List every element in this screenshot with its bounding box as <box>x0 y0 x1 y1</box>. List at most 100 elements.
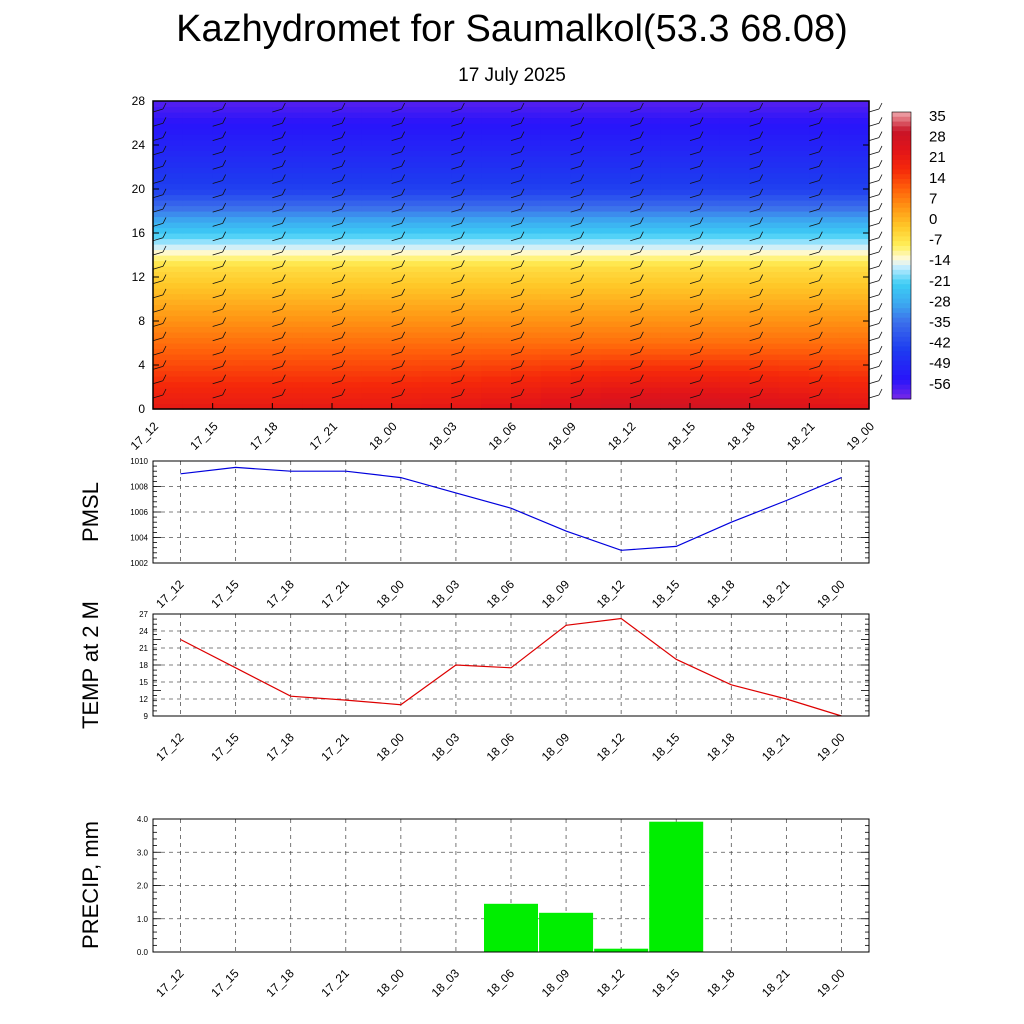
wind-barb <box>510 151 522 156</box>
heatmap-cell <box>570 244 602 251</box>
wind-barb <box>570 165 581 170</box>
heatmap-cell <box>451 172 482 179</box>
heatmap-cell <box>212 200 244 207</box>
xtick-label: 18_03 <box>429 577 463 611</box>
wind-barb-flag <box>162 331 167 338</box>
heatmap-cell <box>421 304 452 311</box>
heatmap-cell <box>182 139 214 146</box>
heatmap-cell <box>511 398 542 405</box>
heatmap-cell <box>540 106 572 113</box>
heatmap-xtick-label: 18_18 <box>724 419 758 453</box>
wind-barb-flag <box>401 245 406 253</box>
wind-barb-flag <box>222 117 227 124</box>
wind-barb <box>272 137 283 141</box>
heatmap-cell <box>660 392 691 399</box>
wind-barb <box>272 323 283 327</box>
heatmap-cell <box>749 211 781 218</box>
heatmap-cell <box>749 260 781 267</box>
wind-barb-flag <box>818 217 823 224</box>
wind-barb <box>809 208 820 213</box>
heatmap-cell <box>719 332 751 339</box>
wind-barb-flag <box>878 288 883 296</box>
heatmap-cell <box>540 145 572 152</box>
heatmap-cell <box>212 315 244 322</box>
heatmap-cell <box>540 139 572 146</box>
heatmap-cell <box>481 260 512 267</box>
heatmap-cell <box>272 282 303 289</box>
heatmap-cell <box>391 145 423 152</box>
heatmap-cell <box>182 150 214 157</box>
wind-barb <box>570 137 581 141</box>
heatmap-cell <box>809 112 840 119</box>
wind-barb <box>510 237 522 242</box>
wind-barb-flag <box>699 288 704 296</box>
heatmap-cell <box>570 167 602 174</box>
heatmap-cell <box>332 315 363 322</box>
wind-barb <box>570 237 581 242</box>
wind-barb-flag <box>341 102 346 110</box>
wind-barb <box>391 251 402 256</box>
heatmap-cell <box>690 211 721 218</box>
heatmap-cell <box>540 178 572 185</box>
heatmap-cell <box>332 398 363 405</box>
heatmap-cell <box>690 304 721 311</box>
heatmap-cell <box>630 172 661 179</box>
heatmap-cell <box>451 277 482 284</box>
heatmap-cell <box>779 310 810 317</box>
heatmap-cell <box>242 183 273 190</box>
heatmap-cell <box>809 101 840 108</box>
heatmap-cell <box>242 178 273 185</box>
heatmap-cell <box>421 150 452 157</box>
wind-barb <box>749 194 760 199</box>
heatmap-cell <box>690 244 721 251</box>
colorbar-segment <box>892 379 911 386</box>
heatmap-cell <box>242 398 273 405</box>
wind-barb-flag <box>281 217 286 224</box>
colorbar-segment <box>892 212 911 218</box>
heatmap-cell <box>421 387 452 394</box>
heatmap-cell <box>660 387 691 394</box>
wind-barb <box>570 108 581 113</box>
heatmap-cell <box>421 194 452 201</box>
heatmap-cell <box>302 161 333 168</box>
wind-barb-flag <box>878 360 883 367</box>
wind-barb <box>689 208 701 213</box>
wind-barb <box>689 194 701 199</box>
heatmap-cell <box>690 205 721 212</box>
heatmap-cell <box>361 211 393 218</box>
heatmap-cell <box>719 403 751 410</box>
heatmap-cell <box>212 255 244 262</box>
heatmap-cell <box>779 189 810 196</box>
wind-barb-flag <box>401 260 406 267</box>
wind-barb-flag <box>639 288 644 296</box>
heatmap-cell <box>182 337 214 344</box>
wind-barb-flag <box>401 188 406 195</box>
heatmap-cell <box>391 178 423 185</box>
heatmap-cell <box>421 282 452 289</box>
heatmap-cell <box>153 156 184 163</box>
heatmap-cell <box>809 194 840 201</box>
heatmap-cell <box>690 271 721 278</box>
heatmap-cell <box>212 277 244 284</box>
heatmap-cell <box>421 183 452 190</box>
heatmap-cell <box>779 293 810 300</box>
heatmap-cell <box>332 183 363 190</box>
heatmap-cell <box>361 200 393 207</box>
wind-barb-flag <box>520 331 525 338</box>
heatmap-cell <box>749 354 781 361</box>
heatmap-cell <box>779 332 810 339</box>
colorbar-label: -28 <box>929 293 951 310</box>
wind-barb-flag <box>878 303 883 310</box>
heatmap-cell <box>332 244 363 251</box>
wind-barb-flag <box>580 345 585 353</box>
wind-barb-flag <box>520 345 525 353</box>
heatmap-cell <box>540 227 572 234</box>
heatmap-cell <box>212 233 244 240</box>
wind-barb-flag <box>460 160 465 167</box>
wind-barb-flag <box>162 160 167 167</box>
heatmap-cell <box>690 381 721 388</box>
heatmap-cell <box>779 260 810 267</box>
heatmap-cell <box>570 376 602 383</box>
colorbar-label: 35 <box>929 108 946 125</box>
heatmap-cell <box>630 216 661 223</box>
